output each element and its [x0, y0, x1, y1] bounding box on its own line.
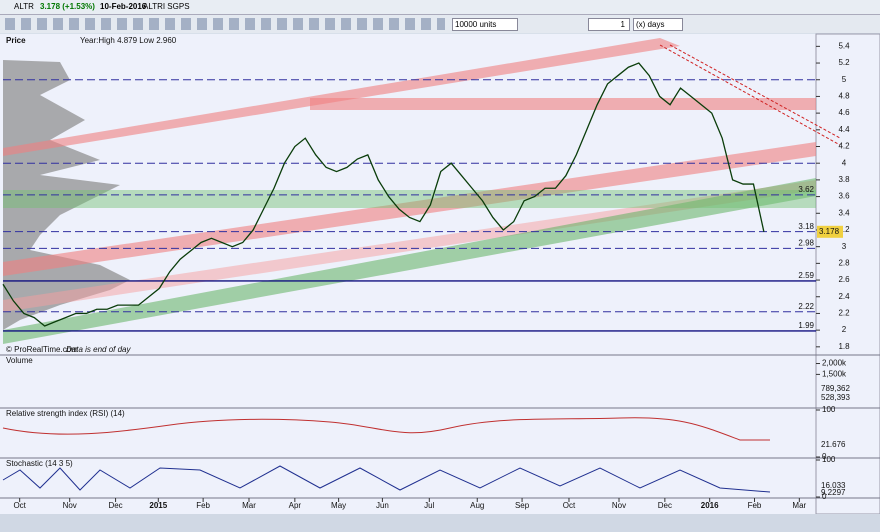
- y-tick-label: 3.6: [838, 192, 850, 201]
- price-tag: [817, 225, 843, 238]
- x-tick-label: 2016: [701, 501, 719, 510]
- level-label: 3.62: [798, 185, 814, 194]
- last-label: 16.033: [821, 481, 846, 490]
- y-tick-label: 0: [822, 452, 827, 461]
- x-tick-label: Nov: [63, 501, 77, 510]
- volume-profile: [3, 60, 130, 330]
- panel-title: Stochastic (14 3 5): [6, 459, 73, 468]
- quote: 3.178 (+1.53%): [40, 2, 95, 11]
- trend-line: [659, 44, 841, 146]
- x-tick-label: Oct: [563, 501, 576, 510]
- x-tick-label: Feb: [748, 501, 762, 510]
- trend-line: [669, 44, 841, 139]
- y-tick-label: 3.8: [838, 175, 850, 184]
- axis-bg: [815, 33, 880, 515]
- bottom-bar: [0, 514, 880, 532]
- x-tick-label: Apr: [289, 501, 302, 510]
- y-tick-label: 4.8: [838, 92, 850, 101]
- units-select[interactable]: 10000 units: [452, 18, 518, 31]
- y-tick-label: 2.4: [838, 292, 850, 301]
- x-tick-label: Nov: [612, 501, 626, 510]
- stoch-line: [2, 465, 771, 493]
- date: 10-Feb-2016: [100, 2, 147, 11]
- x-tick-label: Mar: [242, 501, 256, 510]
- footer: © ProRealTime.com: [6, 345, 78, 354]
- channel: [3, 142, 816, 276]
- x-tick-label: Dec: [658, 501, 672, 510]
- symbol: ALTR: [14, 2, 34, 11]
- y-tick-label: 0: [822, 492, 827, 501]
- y-tick-label: 2.6: [838, 275, 850, 284]
- level-label: 2.22: [798, 302, 814, 311]
- y-tick-label: 3.4: [838, 208, 850, 217]
- units: 10000 units: [455, 20, 497, 29]
- x-tick-label: May: [331, 501, 346, 510]
- panel-subtitle: Year:High 4.879 Low 2.960: [80, 36, 177, 45]
- toolbar: 10000 units 1 (x) days: [0, 15, 880, 33]
- y-tick-label: 2.2: [838, 309, 850, 318]
- y-tick-label: 4.4: [838, 125, 850, 134]
- channel: [3, 38, 680, 156]
- period-n: 1: [620, 20, 625, 29]
- y-tick-label: 2.8: [838, 258, 850, 267]
- x-tick-label: Jun: [376, 501, 389, 510]
- resistance-band: [310, 98, 816, 110]
- y-tick-label: 4: [842, 158, 847, 167]
- y-tick-label: 2: [842, 325, 847, 334]
- panel-title: Volume: [6, 356, 33, 365]
- level-label: 3.18: [798, 222, 814, 231]
- y-tick-label: 4.2: [838, 142, 850, 151]
- level-label: 1.99: [798, 321, 814, 330]
- support-band: [3, 190, 816, 208]
- price-line: [2, 62, 765, 327]
- last-label: 789,362: [821, 384, 850, 393]
- rsi-line: [2, 417, 770, 441]
- y-tick-label: 3: [842, 242, 847, 251]
- tool-icons[interactable]: [5, 18, 445, 30]
- panel-title: Relative strength index (RSI) (14): [6, 409, 125, 418]
- y-tick-label: 1.8: [838, 342, 850, 351]
- x-tick-label: Jul: [424, 501, 434, 510]
- x-tick-label: Feb: [196, 501, 210, 510]
- period-unit: (x) days: [636, 20, 665, 29]
- y-tick-label: 1,500k: [822, 370, 847, 379]
- last-label: 528,393: [821, 393, 850, 402]
- support-channel: [3, 178, 816, 344]
- channel: [3, 180, 816, 312]
- footer-note: Data is end of day: [66, 345, 131, 354]
- price-tag-label: 3.178: [819, 227, 840, 236]
- level-label: 2.98: [798, 238, 814, 247]
- last-label: 21.676: [821, 440, 846, 449]
- period-select[interactable]: (x) days: [633, 18, 683, 31]
- y-tick-label: 4.6: [838, 108, 850, 117]
- period-input[interactable]: 1: [588, 18, 630, 31]
- last-label: 9.2297: [821, 488, 846, 497]
- x-tick-label: Aug: [470, 501, 484, 510]
- y-tick-label: 2,000k: [822, 359, 847, 368]
- x-tick-label: Mar: [792, 501, 806, 510]
- panel-title: Price: [6, 36, 26, 45]
- x-tick-label: Sep: [515, 501, 530, 510]
- y-tick-label: 100: [822, 405, 836, 414]
- x-tick-label: Dec: [108, 501, 122, 510]
- plot-bg: [0, 34, 880, 514]
- x-tick-label: 2015: [149, 501, 167, 510]
- level-label: 2.59: [798, 271, 814, 280]
- name: ALTRI SGPS: [143, 2, 190, 11]
- x-tick-label: Oct: [13, 501, 26, 510]
- y-tick-label: 5: [842, 75, 847, 84]
- y-tick-label: 3.2: [838, 225, 850, 234]
- title-bar: ALTR 3.178 (+1.53%) 10-Feb-2016 ALTRI SG…: [0, 0, 880, 15]
- y-tick-label: 5.2: [838, 58, 850, 67]
- y-tick-label: 100: [822, 455, 836, 464]
- y-tick-label: 5.4: [838, 41, 850, 50]
